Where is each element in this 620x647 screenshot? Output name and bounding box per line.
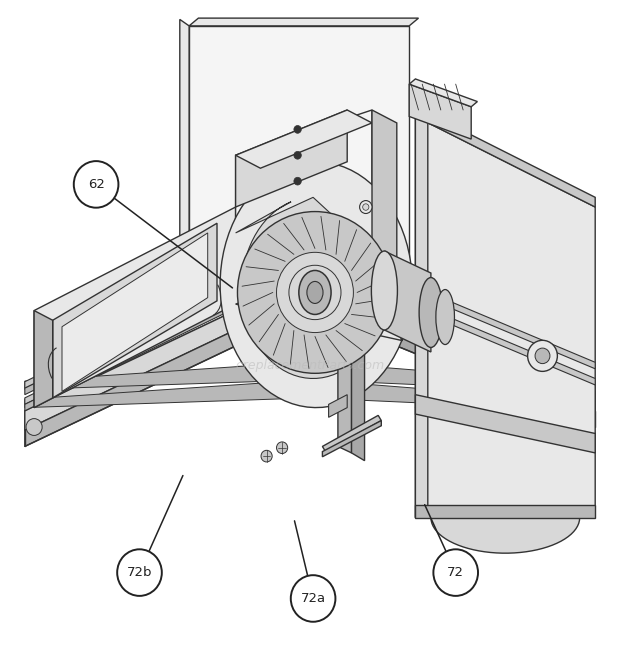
Circle shape	[289, 265, 341, 320]
Circle shape	[528, 340, 557, 371]
Polygon shape	[415, 518, 595, 553]
Circle shape	[117, 549, 162, 596]
Ellipse shape	[436, 290, 454, 344]
Text: 72: 72	[447, 566, 464, 579]
Polygon shape	[25, 362, 595, 393]
Polygon shape	[25, 249, 310, 395]
Circle shape	[26, 419, 42, 435]
Polygon shape	[25, 243, 595, 388]
Polygon shape	[189, 26, 409, 304]
Circle shape	[363, 204, 369, 210]
Polygon shape	[25, 259, 595, 404]
Polygon shape	[384, 251, 431, 352]
Polygon shape	[409, 84, 471, 139]
Polygon shape	[236, 110, 372, 304]
Polygon shape	[220, 162, 412, 408]
Ellipse shape	[371, 251, 397, 330]
Polygon shape	[236, 110, 372, 168]
Circle shape	[237, 212, 392, 373]
Ellipse shape	[299, 270, 331, 314]
Polygon shape	[62, 233, 208, 391]
Circle shape	[294, 177, 301, 185]
Polygon shape	[180, 19, 189, 304]
Polygon shape	[34, 207, 236, 408]
Circle shape	[261, 450, 272, 462]
Polygon shape	[25, 380, 595, 411]
Polygon shape	[415, 110, 428, 518]
Ellipse shape	[419, 278, 443, 347]
Polygon shape	[25, 275, 310, 430]
Circle shape	[291, 575, 335, 622]
Polygon shape	[310, 275, 595, 411]
Text: ereplacementParts.com: ereplacementParts.com	[236, 359, 384, 372]
Polygon shape	[189, 18, 418, 26]
Circle shape	[294, 151, 301, 159]
Text: 72b: 72b	[126, 566, 153, 579]
Circle shape	[535, 348, 550, 364]
Circle shape	[294, 126, 301, 133]
Polygon shape	[34, 311, 53, 408]
Polygon shape	[25, 265, 310, 411]
Polygon shape	[25, 275, 595, 430]
Polygon shape	[415, 395, 595, 453]
Polygon shape	[329, 395, 347, 417]
Polygon shape	[310, 294, 595, 427]
Polygon shape	[415, 107, 595, 207]
Polygon shape	[352, 311, 365, 461]
Ellipse shape	[307, 281, 323, 303]
Polygon shape	[415, 505, 595, 518]
Text: 72a: 72a	[301, 592, 326, 605]
Text: 62: 62	[87, 178, 105, 191]
Circle shape	[299, 276, 330, 309]
Polygon shape	[53, 223, 217, 398]
Circle shape	[305, 282, 325, 303]
Polygon shape	[338, 304, 352, 453]
Polygon shape	[236, 110, 347, 207]
Circle shape	[277, 252, 353, 333]
Circle shape	[74, 161, 118, 208]
Polygon shape	[415, 116, 595, 518]
Circle shape	[277, 442, 288, 454]
Circle shape	[433, 549, 478, 596]
Polygon shape	[236, 197, 384, 378]
Polygon shape	[409, 79, 477, 107]
Polygon shape	[372, 110, 397, 272]
Circle shape	[360, 201, 372, 214]
Polygon shape	[322, 421, 381, 457]
Polygon shape	[322, 415, 381, 452]
Polygon shape	[25, 294, 310, 446]
